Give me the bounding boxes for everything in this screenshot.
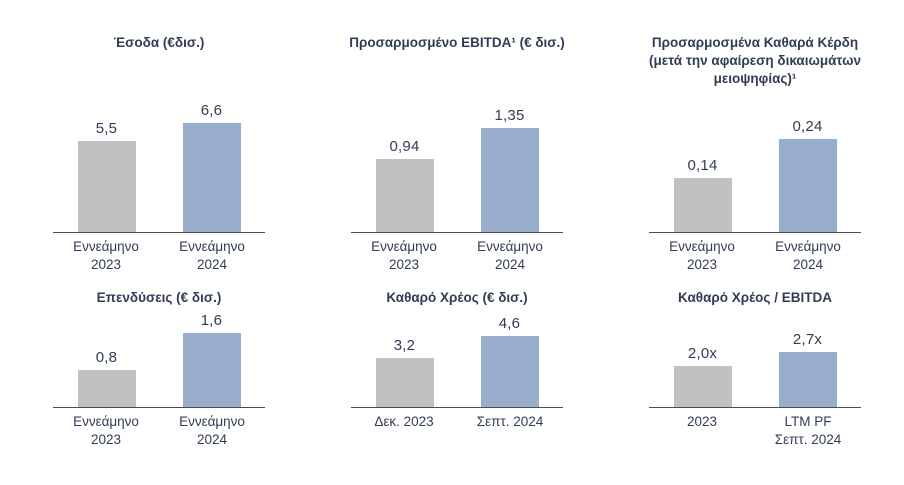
x-axis-line [649, 407, 861, 409]
bar-2024 [480, 336, 539, 408]
plot-area: 5,5 6,6 [77, 90, 241, 232]
category-labels: Δεκ. 2023 Σεπτ. 2024 [351, 408, 563, 431]
chart-adjusted-ebitda: Προσαρμοσμένο EBITDA¹ (€ δισ.) 0,94 1,35… [308, 34, 606, 273]
plot-area: 0,14 0,24 [673, 90, 837, 232]
chart-title: Προσαρμοσμένα Καθαρά Κέρδη (μετά την αφα… [649, 35, 861, 87]
category-label: Εννεάμηνο 2024 [477, 239, 543, 272]
bar-2023 [375, 358, 434, 408]
category-label: Εννεάμηνο 2023 [73, 239, 139, 272]
bar-2023 [673, 178, 732, 232]
bar-group-2024: 2,7x [778, 331, 837, 408]
value-label: 2,0x [687, 345, 718, 363]
bar-2023 [77, 141, 136, 232]
plot-area: 0,8 1,6 [77, 312, 241, 408]
category-label: Εννεάμηνο 2023 [371, 239, 437, 272]
bar-group-2023: 5,5 [77, 120, 136, 232]
plot-area: 0,94 1,35 [375, 90, 539, 232]
chart-net-debt: Καθαρό Χρέος (€ δισ.) 3,2 4,6 Δεκ. 2023 … [308, 289, 606, 448]
bar-group-2023: 3,2 [375, 337, 434, 408]
value-label: 1,35 [494, 107, 525, 124]
category-label: 2023 [686, 414, 718, 430]
x-axis-line [351, 407, 563, 409]
category-labels: Εννεάμηνο 2023 Εννεάμηνο 2024 [351, 233, 563, 273]
chart-net-debt-ebitda: Καθαρό Χρέος / EBITDA 2,0x 2,7x 2023 LTM… [606, 289, 904, 448]
bar-group-2024: 0,24 [778, 118, 837, 232]
chart-investments: Επενδύσεις (€ δισ.) 0,8 1,6 Εννεάμηνο 20… [10, 289, 308, 448]
category-label: Εννεάμηνο 2024 [179, 239, 245, 272]
category-label: Εννεάμηνο 2023 [669, 239, 735, 272]
value-label: 1,6 [200, 312, 223, 330]
bar-group-2023: 0,14 [673, 157, 732, 232]
x-axis-line [351, 232, 563, 233]
bar-group-2024: 1,35 [480, 107, 539, 232]
value-label: 0,8 [95, 349, 118, 367]
bar-2023 [375, 159, 434, 232]
value-label: 0,94 [389, 138, 420, 155]
bar-2023 [673, 366, 732, 408]
chart-title: Έσοδα (€δισ.) [113, 35, 205, 50]
category-label: Σεπτ. 2024 [476, 414, 544, 430]
x-axis-line [649, 232, 861, 233]
chart-adjusted-net-profit: Προσαρμοσμένα Καθαρά Κέρδη (μετά την αφα… [606, 34, 904, 273]
bar-2024 [182, 333, 241, 408]
value-label: 2,7x [792, 331, 823, 349]
value-label: 3,2 [393, 337, 416, 355]
plot-area: 2,0x 2,7x [673, 313, 837, 408]
category-label: LTM PF Σεπτ. 2024 [774, 414, 842, 447]
bar-2024 [480, 128, 539, 232]
bar-2024 [182, 123, 241, 232]
bar-group-2023: 2,0x [673, 345, 732, 408]
category-labels: Εννεάμηνο 2023 Εννεάμηνο 2024 [649, 233, 861, 273]
x-axis-line [53, 407, 265, 409]
bar-group-2023: 0,94 [375, 138, 434, 232]
plot-area: 3,2 4,6 [375, 313, 539, 408]
category-labels: Εννεάμηνο 2023 Εννεάμηνο 2024 [53, 408, 265, 448]
chart-title: Προσαρμοσμένο EBITDA¹ (€ δισ.) [349, 35, 565, 50]
value-label: 4,6 [498, 315, 521, 333]
value-label: 0,24 [792, 118, 823, 135]
category-label: Εννεάμηνο 2024 [775, 239, 841, 272]
kpi-charts-grid: Έσοδα (€δισ.) 5,5 6,6 Εννεάμηνο 2023 Ενν… [10, 34, 904, 448]
value-label: 6,6 [200, 102, 223, 119]
bar-group-2024: 1,6 [182, 312, 241, 408]
chart-title: Καθαρό Χρέος (€ δισ.) [386, 290, 528, 306]
category-label: Δεκ. 2023 [374, 414, 434, 430]
category-label: Εννεάμηνο 2023 [73, 414, 139, 447]
bar-group-2023: 0,8 [77, 349, 136, 408]
category-labels: Εννεάμηνο 2023 Εννεάμηνο 2024 [53, 233, 265, 273]
x-axis-line [53, 232, 265, 233]
bar-2023 [77, 370, 136, 408]
bar-2024 [778, 352, 837, 408]
bar-2024 [778, 139, 837, 232]
category-label: Εννεάμηνο 2024 [179, 414, 245, 447]
bar-group-2024: 4,6 [480, 315, 539, 408]
chart-revenue: Έσοδα (€δισ.) 5,5 6,6 Εννεάμηνο 2023 Ενν… [10, 34, 308, 273]
chart-title: Επενδύσεις (€ δισ.) [96, 290, 222, 306]
value-label: 0,14 [687, 157, 718, 174]
value-label: 5,5 [95, 120, 118, 137]
bar-group-2024: 6,6 [182, 102, 241, 232]
category-labels: 2023 LTM PF Σεπτ. 2024 [649, 408, 861, 448]
chart-title: Καθαρό Χρέος / EBITDA [678, 290, 832, 306]
